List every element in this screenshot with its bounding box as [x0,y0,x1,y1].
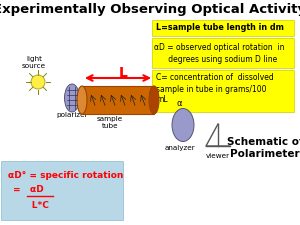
Text: =   αD: = αD [13,185,44,194]
Ellipse shape [172,108,194,142]
Text: L: L [118,66,127,80]
Text: degrees using sodium D line: degrees using sodium D line [154,54,277,63]
Text: sample
tube: sample tube [97,117,123,130]
Text: C= concentration of  dissolved: C= concentration of dissolved [156,74,274,83]
Text: mL: mL [156,95,168,104]
Ellipse shape [77,86,87,114]
Circle shape [31,75,45,89]
Text: L*C: L*C [13,202,49,211]
Ellipse shape [64,84,80,112]
Text: polarizer: polarizer [56,112,88,118]
Ellipse shape [149,86,159,114]
Text: light
source: light source [22,56,46,68]
Text: L=sample tube length in dm: L=sample tube length in dm [156,23,284,32]
Text: Schematic of
Polarimeter: Schematic of Polarimeter [227,137,300,159]
Text: sample in tube in grams/100: sample in tube in grams/100 [156,85,266,94]
FancyBboxPatch shape [152,38,294,68]
FancyBboxPatch shape [1,161,123,220]
Text: α: α [176,99,182,108]
Text: αD° = specific rotation: αD° = specific rotation [8,171,123,180]
Text: αD = observed optical rotation  in: αD = observed optical rotation in [154,43,284,52]
Text: analyzer: analyzer [165,145,195,151]
FancyBboxPatch shape [82,86,154,114]
Text: Experimentally Observing Optical Activity: Experimentally Observing Optical Activit… [0,4,300,16]
FancyBboxPatch shape [152,20,294,36]
FancyBboxPatch shape [152,70,294,112]
Text: viewer: viewer [206,153,230,159]
